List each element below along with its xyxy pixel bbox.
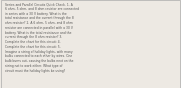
Text: Series and Parallel Circuits Quick Check. 1. A
6 ohm, 5 ohm, and 8 ohm resistor : Series and Parallel Circuits Quick Check…: [5, 2, 79, 73]
